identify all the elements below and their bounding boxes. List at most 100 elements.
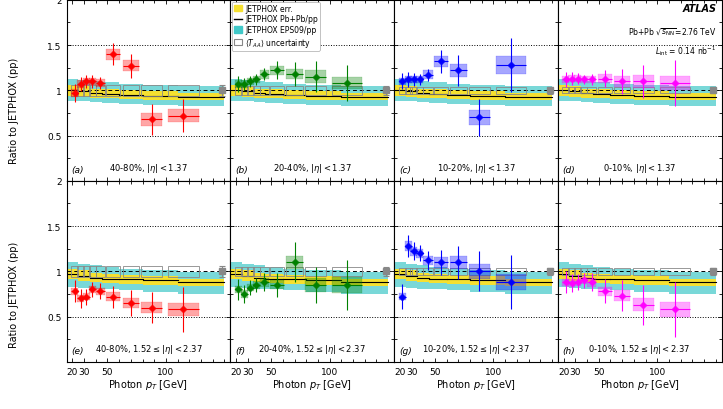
Bar — [580, 277, 587, 284]
Bar — [568, 88, 576, 94]
Bar — [260, 70, 269, 79]
Bar — [434, 257, 448, 268]
Bar — [411, 268, 417, 275]
Bar — [77, 295, 84, 302]
Bar — [562, 76, 570, 84]
Bar — [123, 86, 139, 97]
Bar — [496, 88, 526, 95]
Bar — [423, 71, 432, 80]
Bar — [434, 268, 448, 275]
Bar — [423, 256, 432, 265]
Text: Ratio to JETPHOX (pp): Ratio to JETPHOX (pp) — [9, 241, 19, 348]
Text: (c): (c) — [399, 165, 411, 174]
Text: $L_{\rm int}$ = 0.14 nb$^{-1}$: $L_{\rm int}$ = 0.14 nb$^{-1}$ — [656, 44, 716, 58]
Bar — [574, 279, 581, 286]
Bar — [95, 80, 105, 88]
Bar — [423, 268, 432, 275]
Text: (b): (b) — [235, 165, 248, 174]
Bar — [416, 88, 423, 95]
Bar — [286, 267, 303, 276]
Text: Pb+Pb $\sqrt{s_{\rm NN}}$=2.76 TeV: Pb+Pb $\sqrt{s_{\rm NN}}$=2.76 TeV — [628, 26, 716, 38]
Bar — [235, 267, 242, 276]
Bar — [434, 57, 448, 67]
Bar — [252, 282, 260, 289]
Bar — [71, 86, 78, 97]
Bar — [574, 269, 581, 275]
Bar — [252, 76, 260, 84]
Bar — [469, 265, 490, 279]
Bar — [260, 267, 269, 276]
Bar — [71, 90, 78, 97]
Bar — [106, 292, 120, 301]
Bar — [469, 268, 490, 275]
Text: 0-10%, $|\eta| < 1.37$: 0-10%, $|\eta| < 1.37$ — [603, 161, 677, 174]
Bar — [614, 291, 630, 301]
Text: 10-20%, $1.52 \leq |\eta| < 2.37$: 10-20%, $1.52 \leq |\eta| < 2.37$ — [422, 342, 530, 355]
Bar — [260, 278, 269, 287]
Bar — [83, 266, 90, 277]
X-axis label: Photon $p_T$ [GeV]: Photon $p_T$ [GeV] — [599, 377, 680, 391]
Bar — [142, 302, 163, 313]
Bar — [247, 284, 254, 292]
Bar — [270, 281, 284, 290]
Bar — [580, 76, 587, 84]
Bar — [398, 79, 406, 86]
Bar — [416, 76, 423, 84]
Bar — [89, 286, 95, 293]
Bar — [633, 88, 654, 94]
Bar — [398, 268, 406, 275]
Bar — [106, 266, 120, 277]
Bar — [241, 267, 248, 276]
Bar — [574, 76, 581, 83]
X-axis label: Photon $p_T$ [GeV]: Photon $p_T$ [GeV] — [108, 377, 189, 391]
Bar — [598, 88, 612, 94]
Bar — [450, 256, 466, 269]
Bar — [332, 78, 362, 90]
Bar — [247, 87, 254, 96]
Bar — [95, 288, 105, 295]
Bar — [416, 249, 423, 258]
Text: 40-80%, $|\eta| < 1.37$: 40-80%, $|\eta| < 1.37$ — [109, 161, 188, 174]
Bar — [405, 268, 411, 275]
Bar — [614, 88, 630, 94]
Bar — [71, 288, 78, 295]
Bar — [587, 269, 596, 275]
Bar — [241, 81, 248, 88]
Bar — [247, 79, 254, 86]
Legend: JETPHOX err., JETPHOX Pb+Pb/pp, JETPHOX EPS09/pp, $\langle T_{AA}\rangle$ uncert: JETPHOX err., JETPHOX Pb+Pb/pp, JETPHOX … — [232, 2, 320, 52]
Bar — [89, 86, 95, 97]
Bar — [123, 266, 139, 277]
Bar — [633, 76, 654, 88]
Bar — [398, 293, 406, 301]
Bar — [252, 87, 260, 96]
Bar — [568, 76, 576, 83]
Bar — [168, 303, 199, 316]
Bar — [574, 88, 581, 94]
Bar — [77, 86, 84, 97]
Bar — [659, 302, 690, 317]
Bar — [469, 88, 490, 95]
Bar — [450, 268, 466, 275]
Bar — [142, 114, 163, 126]
Bar — [562, 269, 570, 275]
Bar — [247, 267, 254, 276]
Bar — [235, 87, 242, 96]
Bar — [252, 267, 260, 276]
Bar — [95, 266, 105, 277]
Bar — [598, 269, 612, 275]
Bar — [286, 87, 303, 96]
Bar — [305, 267, 326, 276]
Bar — [496, 268, 526, 275]
Bar — [398, 88, 406, 95]
Bar — [405, 88, 411, 95]
Bar — [423, 88, 432, 95]
Bar — [659, 88, 690, 94]
Text: (h): (h) — [562, 346, 576, 355]
Bar — [587, 88, 596, 94]
Bar — [95, 86, 105, 97]
Bar — [659, 269, 690, 275]
X-axis label: Photon $p_T$ [GeV]: Photon $p_T$ [GeV] — [436, 377, 516, 391]
Bar — [89, 266, 95, 277]
Bar — [270, 87, 284, 96]
Bar — [123, 61, 139, 72]
